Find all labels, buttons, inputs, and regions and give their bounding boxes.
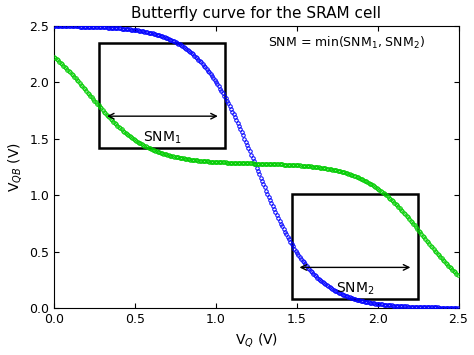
Text: SNM = min(SNM$_1$, SNM$_2$): SNM = min(SNM$_1$, SNM$_2$) [267,35,425,51]
X-axis label: V$_Q$ (V): V$_Q$ (V) [235,332,278,349]
Bar [99,43,226,148]
Text: SNM$_1$: SNM$_1$ [143,130,182,146]
Y-axis label: V$_{QB}$ (V): V$_{QB}$ (V) [6,142,24,192]
Bar [292,194,418,299]
Title: Butterfly curve for the SRAM cell: Butterfly curve for the SRAM cell [131,6,381,21]
Text: SNM$_2$: SNM$_2$ [336,281,374,297]
